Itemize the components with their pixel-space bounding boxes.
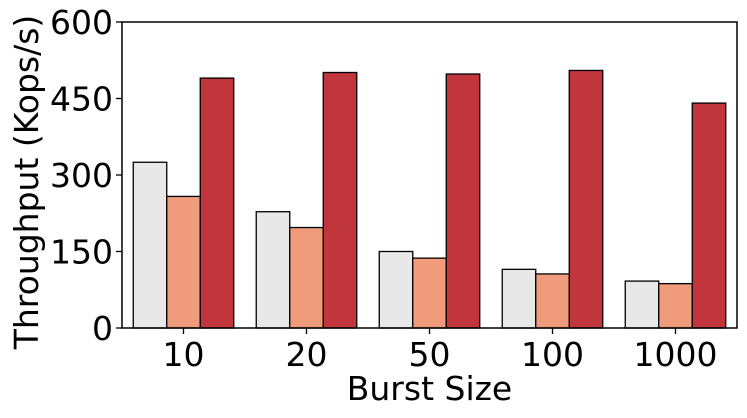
bar-20-series-2 [289,226,324,329]
bar-100-series-2 [535,273,570,329]
x-tick-label: 100 [521,335,584,374]
bar-20-series-1 [255,211,291,329]
bar-100-series-3 [568,69,604,329]
y-tick-label: 150 [50,233,113,272]
bar-10-series-3 [199,77,235,329]
y-tick-label: 300 [50,156,113,195]
y-axis-title: Throughput (Kops/s) [7,15,46,351]
bar-1000-series-1 [624,280,660,329]
x-axis-title: Burst Size [347,369,512,408]
bar-10-series-2 [166,195,201,329]
y-tick-label: 600 [50,3,113,42]
bars-group [132,69,727,329]
bar-10-series-1 [132,161,168,329]
plot-frame [121,21,738,329]
x-tick-label: 10 [163,335,205,374]
x-tick-label: 1000 [634,335,718,374]
bar-1000-series-3 [691,102,727,329]
x-tick-label: 20 [286,335,328,374]
bar-50-series-1 [378,250,414,329]
y-tick-label: 0 [92,309,113,348]
x-axis-ticks: 10 20 50 100 1000 [163,328,718,374]
bar-1000-series-2 [658,282,693,329]
bar-50-series-3 [445,73,481,329]
bar-100-series-1 [501,268,537,329]
bar-20-series-3 [322,71,358,329]
y-tick-label: 450 [50,80,113,119]
bar-50-series-2 [412,257,447,329]
x-tick-label: 50 [409,335,451,374]
y-axis-ticks: 0 150 300 450 600 [50,3,122,348]
